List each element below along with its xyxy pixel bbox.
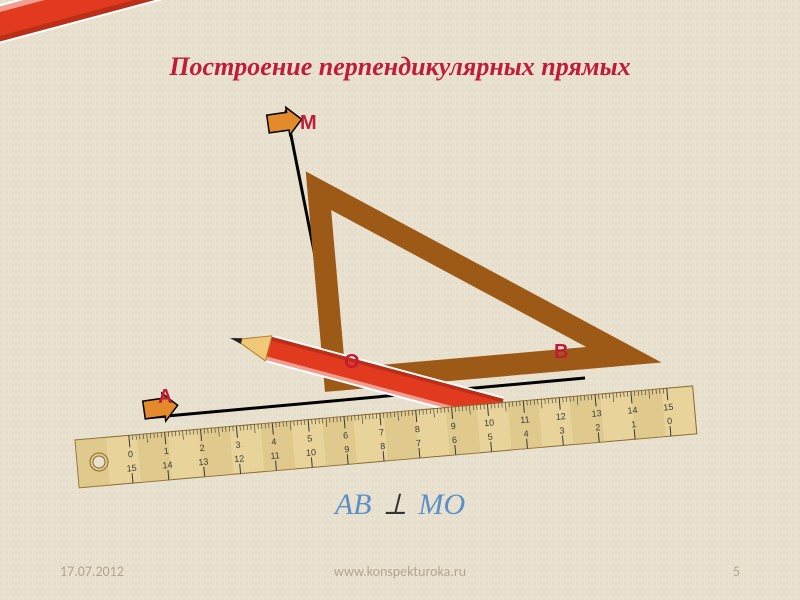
svg-text:0: 0: [128, 449, 134, 459]
svg-text:10: 10: [484, 417, 495, 428]
label-m: M: [300, 112, 317, 135]
formula: AB ⟂ MO: [0, 488, 800, 522]
svg-text:14: 14: [162, 460, 173, 471]
svg-text:5: 5: [487, 432, 493, 442]
svg-text:4: 4: [523, 428, 529, 438]
svg-text:10: 10: [306, 447, 317, 458]
svg-text:5: 5: [307, 433, 313, 443]
footer-url: www.konspekturoka.ru: [0, 563, 800, 580]
svg-text:0: 0: [667, 416, 673, 426]
svg-text:3: 3: [559, 425, 565, 435]
svg-text:12: 12: [234, 453, 245, 464]
svg-text:13: 13: [591, 408, 602, 419]
svg-text:12: 12: [555, 411, 566, 422]
svg-text:7: 7: [379, 427, 385, 437]
label-a: A: [158, 386, 172, 409]
svg-text:1: 1: [163, 446, 169, 456]
svg-text:9: 9: [344, 444, 350, 454]
svg-text:6: 6: [343, 430, 349, 440]
perpendicular-symbol: ⟂: [379, 488, 411, 521]
label-o: O: [344, 351, 360, 374]
svg-text:9: 9: [450, 421, 456, 431]
slide: 0123456789101112131415012345678910111213…: [0, 0, 800, 600]
svg-text:4: 4: [271, 436, 277, 446]
svg-text:6: 6: [452, 435, 458, 445]
svg-text:15: 15: [663, 402, 674, 413]
footer-page-number: 5: [733, 563, 740, 580]
svg-text:3: 3: [235, 440, 241, 450]
slide-title: Построение перпендикулярных прямых: [0, 52, 800, 82]
svg-text:7: 7: [416, 438, 422, 448]
svg-text:8: 8: [414, 424, 420, 434]
label-b: B: [554, 341, 568, 364]
formula-right: MO: [419, 488, 466, 521]
svg-text:11: 11: [520, 414, 530, 425]
svg-text:2: 2: [595, 422, 601, 432]
svg-text:1: 1: [631, 419, 637, 429]
svg-text:8: 8: [380, 441, 386, 451]
svg-text:2: 2: [199, 443, 205, 453]
svg-text:15: 15: [126, 463, 137, 474]
svg-text:11: 11: [270, 450, 280, 461]
formula-left: AB: [335, 488, 372, 521]
svg-text:13: 13: [198, 456, 209, 467]
svg-text:14: 14: [627, 405, 638, 416]
